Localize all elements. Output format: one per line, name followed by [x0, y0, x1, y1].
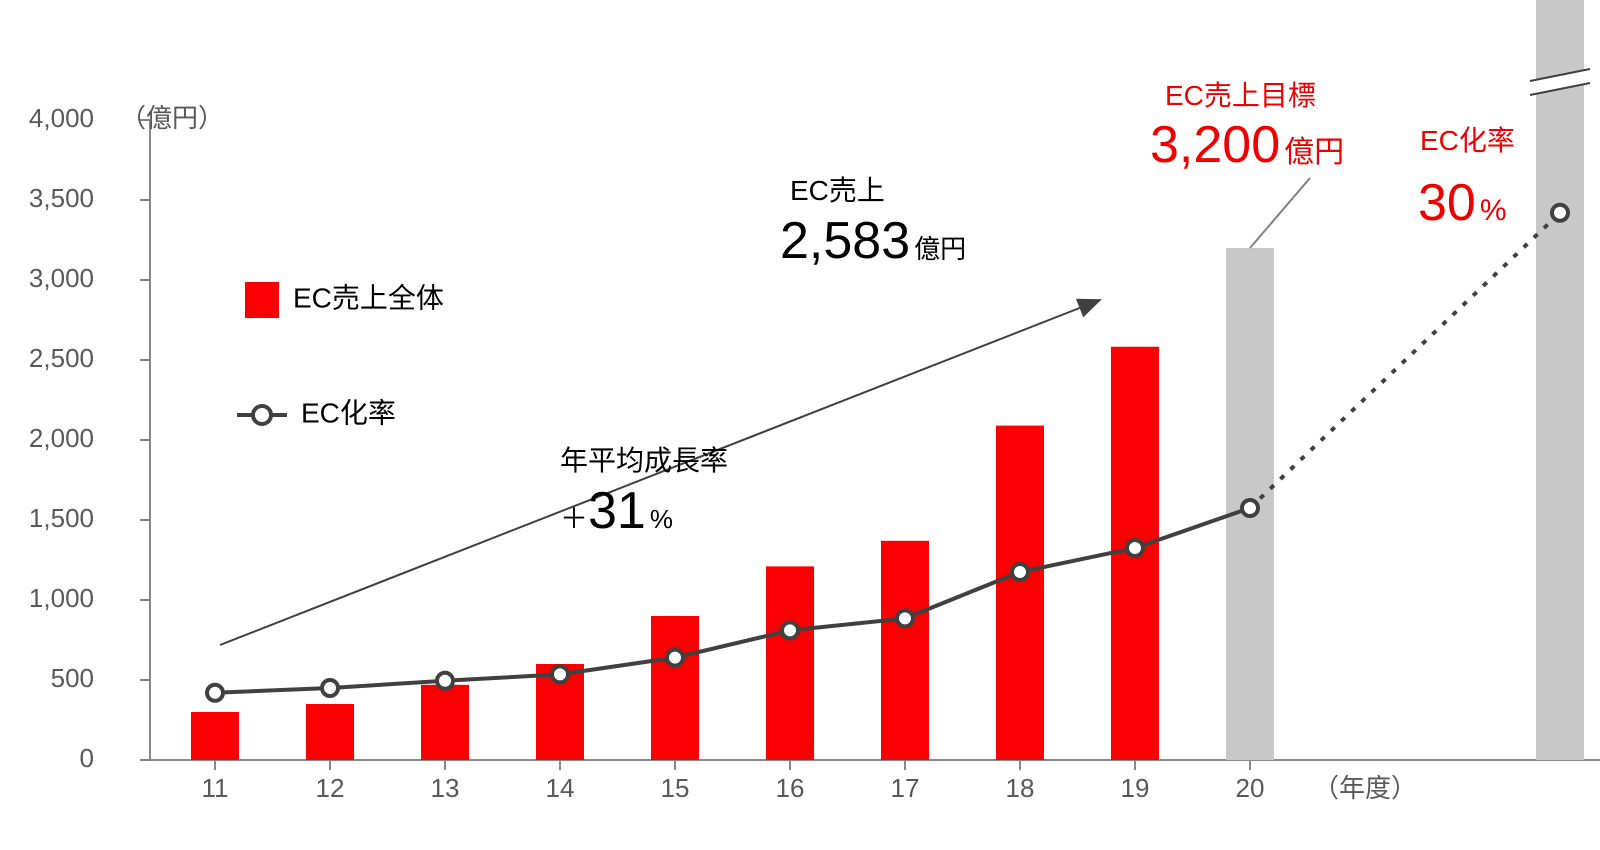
- y-tick-label: 1,000: [29, 583, 94, 613]
- ec-rate-marker: [782, 622, 798, 638]
- callout-sales19-label: EC売上: [790, 175, 885, 206]
- bar-future-tall: [1536, 0, 1584, 760]
- x-tick-label: 18: [1006, 773, 1035, 803]
- ec-rate-marker: [207, 685, 223, 701]
- ec-rate-line-dashed: [1250, 213, 1560, 508]
- x-ticks: 11 12 13 14 15 16 17 18 19 20: [202, 760, 1265, 803]
- bar-ec-sales: [766, 566, 814, 760]
- legend-swatch-bar: [245, 282, 279, 318]
- y-tick-label: 1,500: [29, 503, 94, 533]
- x-axis-unit-label: （年度）: [1313, 773, 1417, 803]
- ec-rate-marker: [1127, 540, 1143, 556]
- callout-growth-label: 年平均成長率: [560, 445, 728, 476]
- callout-growth-value: ＋31%: [560, 482, 673, 540]
- x-tick-label: 14: [546, 773, 575, 803]
- target-pointer-line: [1250, 178, 1310, 248]
- bar-ec-sales: [996, 426, 1044, 760]
- ec-rate-marker: [1242, 500, 1258, 516]
- legend-label-bar: EC売上全体: [293, 282, 444, 313]
- ec-rate-marker: [667, 650, 683, 666]
- ec-rate-marker: [437, 673, 453, 689]
- legend-swatch-line: [237, 406, 287, 424]
- ec-rate-marker: [552, 666, 568, 682]
- x-tick-label: 12: [316, 773, 345, 803]
- ec-rate-marker: [322, 680, 338, 696]
- callout-target-20: EC売上目標 3,200億円: [1150, 80, 1344, 174]
- legend: EC売上全体 EC化率: [237, 282, 444, 428]
- ec-rate-marker: [1012, 564, 1028, 580]
- callout-growth-rate: 年平均成長率 ＋31%: [560, 445, 728, 540]
- x-tick-label: 20: [1236, 773, 1265, 803]
- y-tick-label: 0: [80, 743, 94, 773]
- bar-ec-sales: [651, 616, 699, 760]
- callout-target20-value: 3,200億円: [1150, 116, 1344, 174]
- callout-ecrate-value: 30%: [1418, 174, 1507, 232]
- callout-ec-rate: EC化率 30%: [1418, 125, 1515, 232]
- callout-ecrate-label: EC化率: [1420, 125, 1515, 156]
- callout-sales19-value: 2,583億円: [780, 212, 966, 270]
- y-tick-label: 3,500: [29, 183, 94, 213]
- ec-rate-line-solid: [215, 508, 1250, 693]
- y-tick-label: 2,000: [29, 423, 94, 453]
- x-tick-label: 17: [891, 773, 920, 803]
- ec-rate-marker: [897, 610, 913, 626]
- ec-sales-chart: 05001,0001,5002,0002,5003,0003,5004,000 …: [0, 0, 1600, 850]
- bar-ec-sales: [881, 541, 929, 760]
- bar-ec-sales: [306, 704, 354, 760]
- y-axis-unit-label: （億円）: [120, 103, 224, 133]
- y-tick-label: 3,000: [29, 263, 94, 293]
- bar-ec-sales: [421, 685, 469, 760]
- x-tick-label: 11: [202, 773, 229, 803]
- x-tick-label: 13: [431, 773, 460, 803]
- y-ticks: 0 500 1,000 1,500 2,000 2,500 3,000 3,500 4,000: [29, 103, 150, 773]
- ec-rate-marker: [1552, 205, 1568, 221]
- callout-sales-19: EC売上 2,583億円: [780, 175, 966, 270]
- callout-target20-label: EC売上目標: [1165, 80, 1316, 111]
- y-tick-label: 2,500: [29, 343, 94, 373]
- bar-ec-sales: [191, 712, 239, 760]
- y-tick-label: 4,000: [29, 103, 94, 133]
- x-tick-label: 16: [776, 773, 805, 803]
- x-tick-label: 15: [661, 773, 690, 803]
- y-tick-label: 500: [51, 663, 94, 693]
- legend-label-line: EC化率: [301, 397, 396, 428]
- x-tick-label: 19: [1121, 773, 1150, 803]
